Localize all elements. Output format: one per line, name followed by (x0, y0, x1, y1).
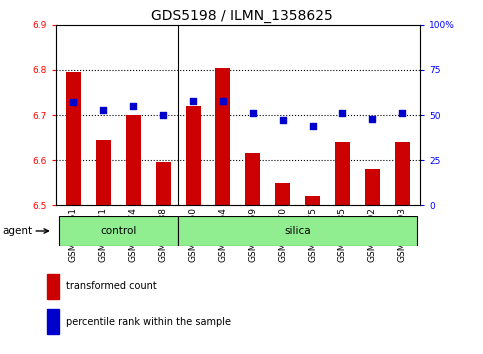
Bar (305, 196, 320, 205)
Bar (185, 106, 200, 205)
Point (339, 110, 346, 116)
Point (398, 110, 406, 116)
Point (279, 118, 286, 123)
Bar (178, 216, 417, 246)
Point (129, 103, 137, 109)
Text: transformed count: transformed count (66, 281, 157, 291)
Point (159, 112, 167, 118)
Bar (395, 142, 410, 205)
Bar (96, 140, 111, 205)
Point (70, 99, 77, 105)
Point (369, 116, 376, 121)
Text: agent: agent (2, 226, 32, 236)
Bar (156, 162, 170, 205)
Bar (47, 309, 58, 334)
Bar (275, 183, 290, 205)
Bar (245, 153, 260, 205)
Text: percentile rank within the sample: percentile rank within the sample (66, 317, 231, 327)
Point (99, 107, 107, 113)
Point (219, 98, 227, 103)
Bar (335, 142, 350, 205)
Text: control: control (100, 226, 137, 236)
Point (189, 98, 197, 103)
Bar (365, 169, 380, 205)
Bar (47, 274, 58, 299)
Text: GDS5198 / ILMN_1358625: GDS5198 / ILMN_1358625 (151, 9, 332, 23)
Text: silica: silica (284, 226, 311, 236)
Bar (126, 115, 141, 205)
Bar (215, 68, 230, 205)
Bar (58, 216, 178, 246)
Point (309, 123, 316, 129)
Point (249, 110, 256, 116)
Bar (66, 72, 81, 205)
